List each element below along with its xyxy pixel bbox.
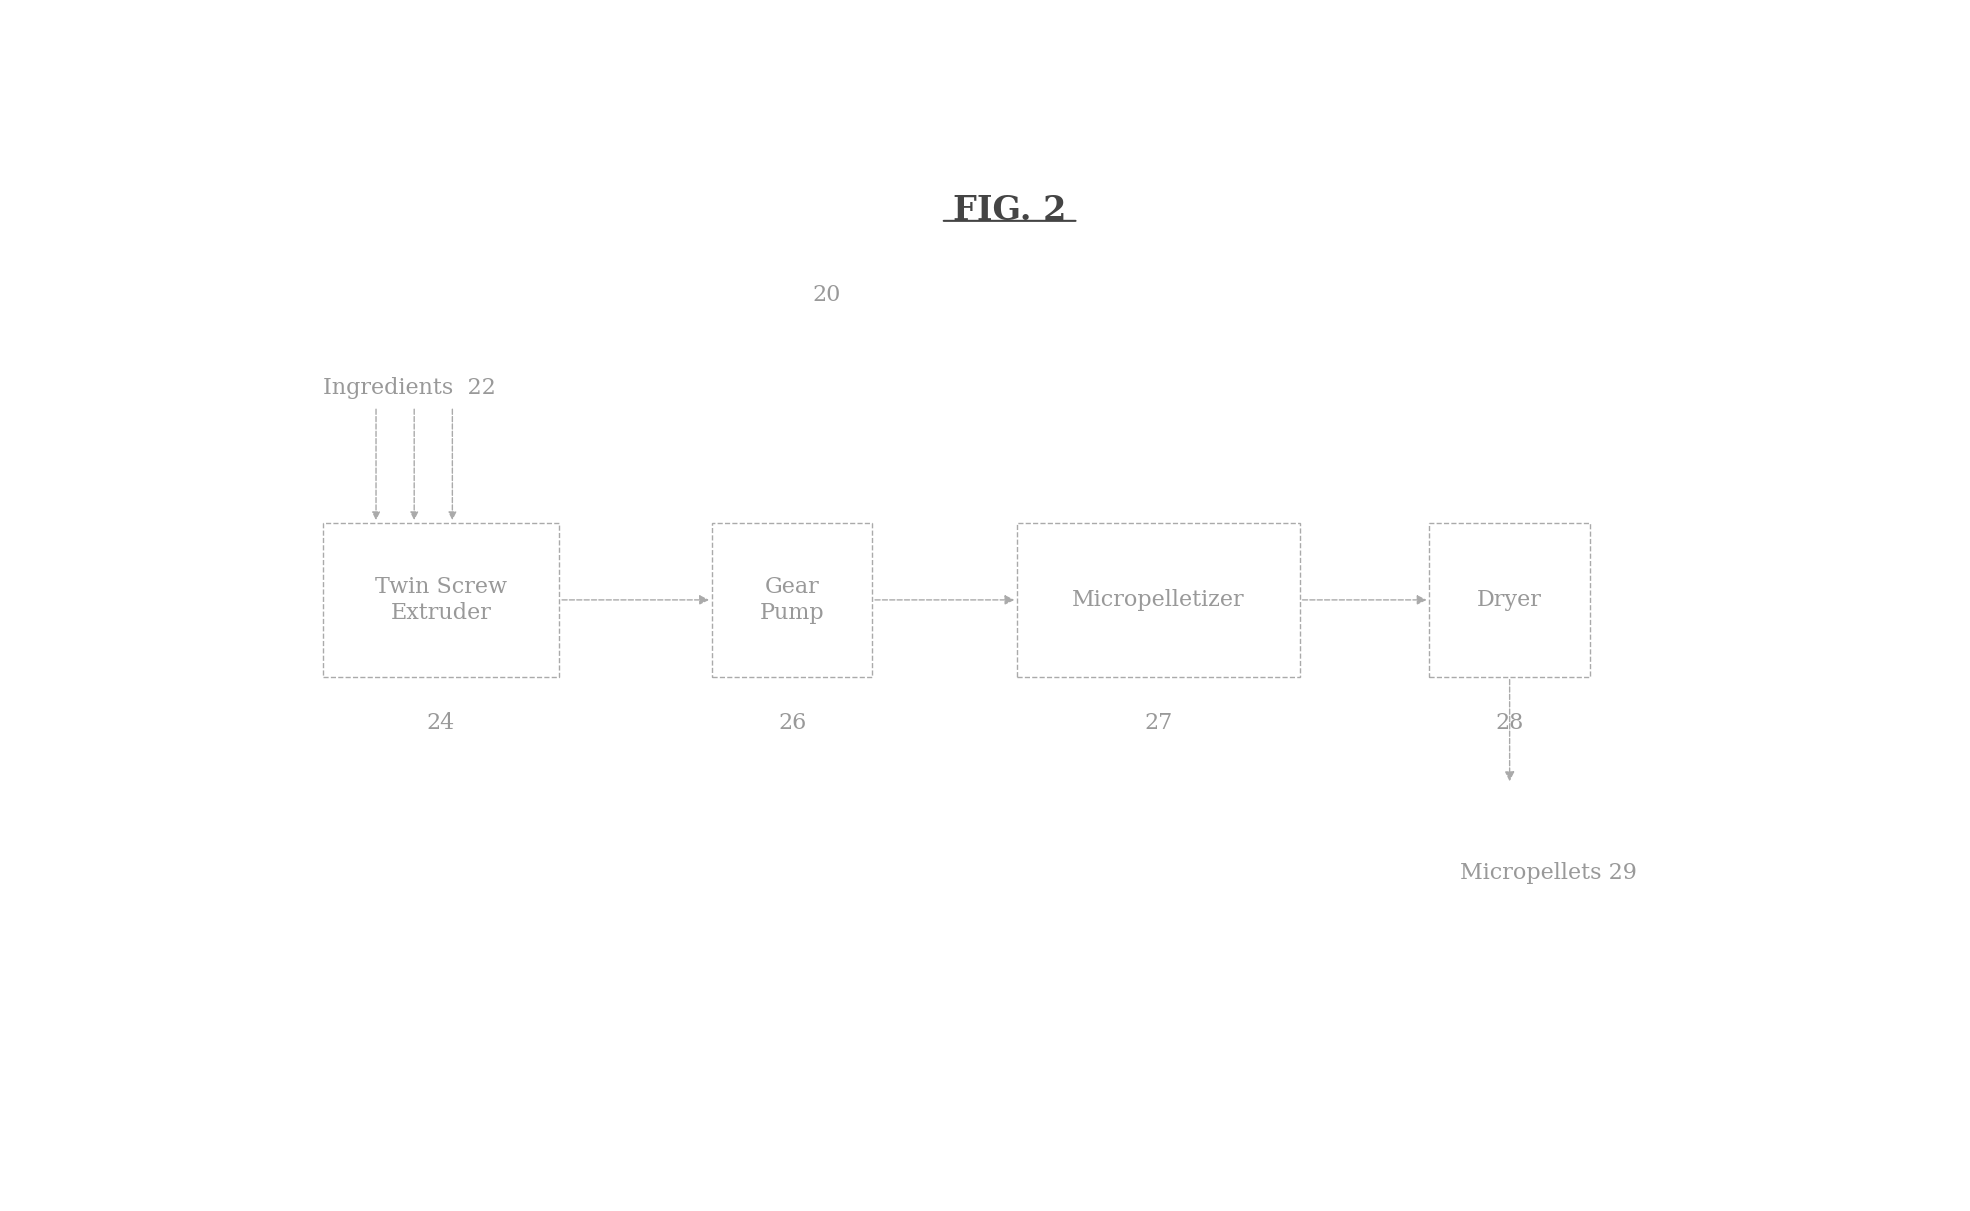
Text: FIG. 2: FIG. 2: [953, 194, 1066, 228]
Text: 28: 28: [1495, 712, 1525, 734]
Text: 20: 20: [812, 283, 841, 305]
FancyBboxPatch shape: [1017, 523, 1300, 677]
Text: Micropellets 29: Micropellets 29: [1460, 862, 1637, 884]
Text: Dryer: Dryer: [1478, 589, 1543, 610]
Text: Ingredients  22: Ingredients 22: [323, 377, 494, 398]
Text: Gear
Pump: Gear Pump: [760, 576, 823, 624]
Text: 24: 24: [427, 712, 455, 734]
Text: 26: 26: [778, 712, 806, 734]
Text: Twin Screw
Extruder: Twin Screw Extruder: [374, 576, 506, 624]
FancyBboxPatch shape: [1430, 523, 1590, 677]
Text: 27: 27: [1145, 712, 1172, 734]
Text: Micropelletizer: Micropelletizer: [1072, 589, 1245, 610]
FancyBboxPatch shape: [323, 523, 559, 677]
FancyBboxPatch shape: [711, 523, 873, 677]
